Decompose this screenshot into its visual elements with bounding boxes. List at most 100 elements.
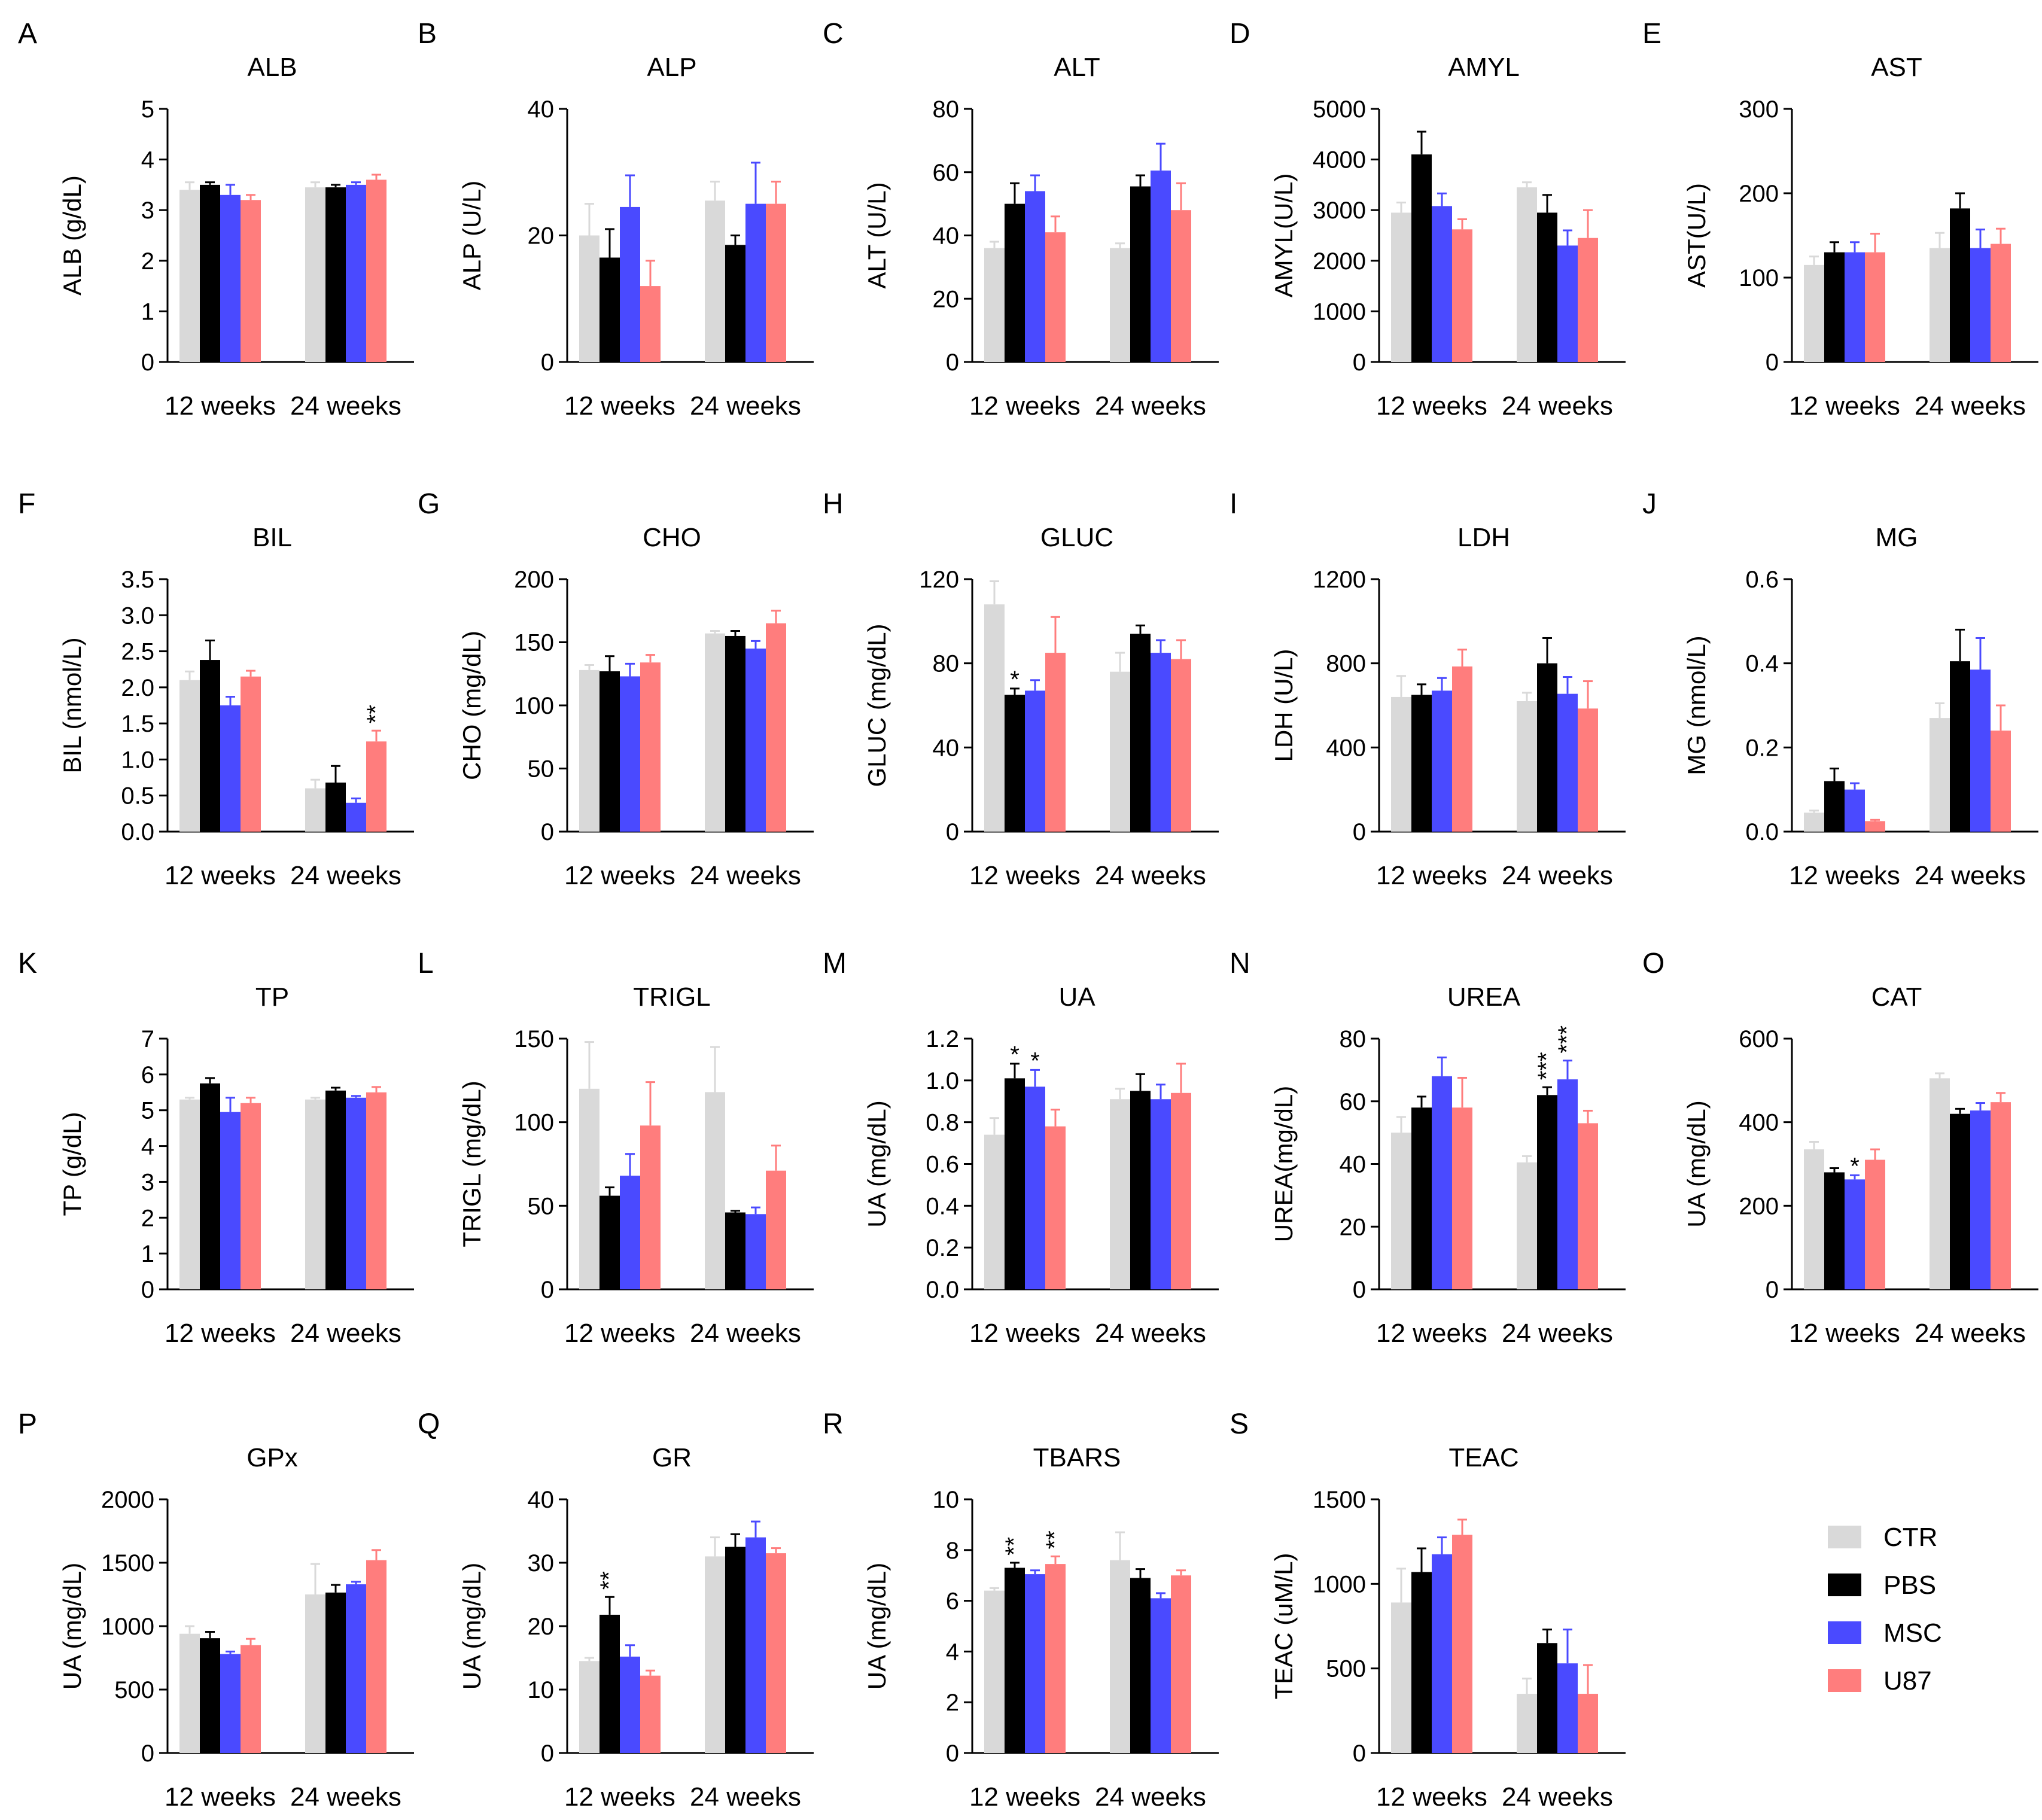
y-tick-label: 200	[514, 567, 554, 593]
bar-ctr	[579, 1088, 599, 1289]
legend-label: PBS	[1883, 1571, 1936, 1600]
bar-pbs	[599, 671, 620, 832]
x-category-label: 24 weeks	[1502, 861, 1613, 890]
y-tick-label: 10	[933, 1487, 960, 1513]
y-tick-label: 800	[1326, 651, 1366, 677]
bar-pbs	[725, 245, 745, 362]
chart-title: UA	[1058, 982, 1095, 1012]
y-tick-label: 1500	[1313, 1487, 1366, 1513]
x-category-label: 12 weeks	[1376, 391, 1487, 421]
y-tick-label: 1500	[101, 1550, 154, 1576]
y-tick-label: 1	[141, 1241, 154, 1267]
bar-msc	[745, 1214, 766, 1289]
y-tick-label: 5	[141, 1098, 154, 1124]
bar-msc	[1151, 1598, 1171, 1753]
y-tick-label: 0	[541, 819, 554, 845]
bar-msc	[745, 1537, 766, 1753]
chart-title: CHO	[643, 523, 701, 552]
y-tick-label: 0.2	[1745, 735, 1779, 761]
bar-ctr	[1930, 1078, 1950, 1289]
bar-msc	[1557, 693, 1578, 832]
y-axis-label: ALP (U/L)	[458, 181, 486, 291]
panel-r: R TBARS 0 2 4 6 8 10 UA (mg/dL) ** ** 12 weeks 24 we…	[823, 1408, 1219, 1812]
y-tick-label: 2	[141, 248, 154, 275]
bar-msc	[1432, 690, 1452, 832]
bar-ctr	[1517, 1694, 1537, 1753]
x-category-label: 12 weeks	[165, 1782, 276, 1812]
bar-ctr	[984, 248, 1005, 362]
significance-marker: *	[1010, 1042, 1020, 1068]
bar-u87	[241, 200, 261, 362]
panel-label: M	[823, 948, 847, 979]
chart-title: GR	[652, 1443, 692, 1472]
bar-pbs	[599, 1614, 620, 1753]
y-axis-label: GLUC (mg/dL)	[863, 623, 891, 787]
chart-title: MG	[1876, 523, 1918, 552]
y-tick-label: 0	[541, 1740, 554, 1767]
y-tick-label: 20	[933, 286, 960, 312]
bar-pbs	[325, 187, 346, 362]
bar-msc	[220, 705, 241, 832]
bar-u87	[1578, 1123, 1598, 1289]
y-tick-label: 4	[141, 1134, 154, 1160]
x-category-label: 24 weeks	[690, 391, 801, 421]
y-tick-label: 200	[1739, 181, 1779, 207]
bar-msc	[1025, 191, 1045, 362]
x-category-label: 12 weeks	[564, 1782, 675, 1812]
bar-ctr	[1391, 212, 1411, 362]
bar-u87	[241, 676, 261, 832]
significance-marker: ***	[1554, 1025, 1580, 1054]
bar-ctr	[579, 235, 599, 362]
bar-msc	[745, 203, 766, 362]
y-tick-label: 4000	[1313, 147, 1366, 174]
bar-ctr	[305, 1099, 325, 1289]
y-tick-label: 0	[946, 349, 959, 376]
chart-title: TBARS	[1033, 1443, 1121, 1472]
y-axis-label: ALB (g/dL)	[58, 175, 86, 296]
y-tick-label: 3	[141, 1169, 154, 1195]
bar-msc	[1557, 245, 1578, 362]
bar-u87	[1045, 232, 1066, 362]
legend-swatch-pbs	[1828, 1574, 1861, 1596]
chart-title: AST	[1871, 53, 1922, 82]
chart-title: CAT	[1871, 982, 1922, 1012]
bar-ctr	[1391, 1133, 1411, 1289]
x-category-label: 24 weeks	[1915, 1319, 2026, 1348]
panel-l: L TRIGL 0 50 100 150 TRIGL (mg/dL) 12 weeks 24 w…	[418, 948, 814, 1348]
bar-pbs	[325, 1592, 346, 1753]
y-tick-label: 8	[946, 1538, 959, 1564]
y-tick-label: 200	[1739, 1193, 1779, 1219]
bar-u87	[766, 623, 786, 832]
y-tick-label: 30	[528, 1550, 555, 1576]
bar-msc	[620, 1176, 640, 1289]
y-tick-label: 500	[114, 1677, 154, 1703]
panel-k: K TP 0 1 2 3 4 5 6 7 TP (g/dL) 12 weeks 24 weeks	[18, 948, 414, 1348]
bar-u87	[1865, 1159, 1885, 1289]
bar-pbs	[1411, 695, 1432, 832]
bar-msc	[620, 676, 640, 832]
y-tick-label: 60	[1340, 1089, 1367, 1115]
bar-u87	[366, 1560, 387, 1753]
panel-h: H GLUC 0 40 80 120 GLUC (mg/dL) * 12 weeks 24 wee…	[823, 488, 1219, 890]
x-category-label: 12 weeks	[165, 391, 276, 421]
x-category-label: 24 weeks	[1095, 391, 1206, 421]
chart-title: AMYL	[1448, 53, 1520, 82]
bar-ctr	[1391, 1602, 1411, 1753]
bar-u87	[1578, 708, 1598, 832]
bar-pbs	[200, 1083, 220, 1289]
y-tick-label: 10	[528, 1677, 555, 1703]
bar-u87	[640, 286, 661, 362]
panel-c: C ALT 0 20 40 60 80 ALT (U/L) 12 weeks 24 weeks	[823, 18, 1219, 421]
bar-pbs	[325, 783, 346, 832]
y-axis-label: UA (mg/dL)	[863, 1100, 891, 1227]
bar-pbs	[200, 184, 220, 362]
bar-pbs	[1824, 252, 1845, 362]
chart-title: UREA	[1447, 982, 1521, 1012]
bar-msc	[1151, 171, 1171, 362]
y-tick-label: 0	[946, 1740, 959, 1767]
bar-ctr	[1804, 264, 1824, 362]
x-category-label: 12 weeks	[1376, 1319, 1487, 1348]
x-category-label: 12 weeks	[165, 1319, 276, 1348]
bar-ctr	[179, 680, 200, 832]
bar-ctr	[1930, 718, 1950, 832]
